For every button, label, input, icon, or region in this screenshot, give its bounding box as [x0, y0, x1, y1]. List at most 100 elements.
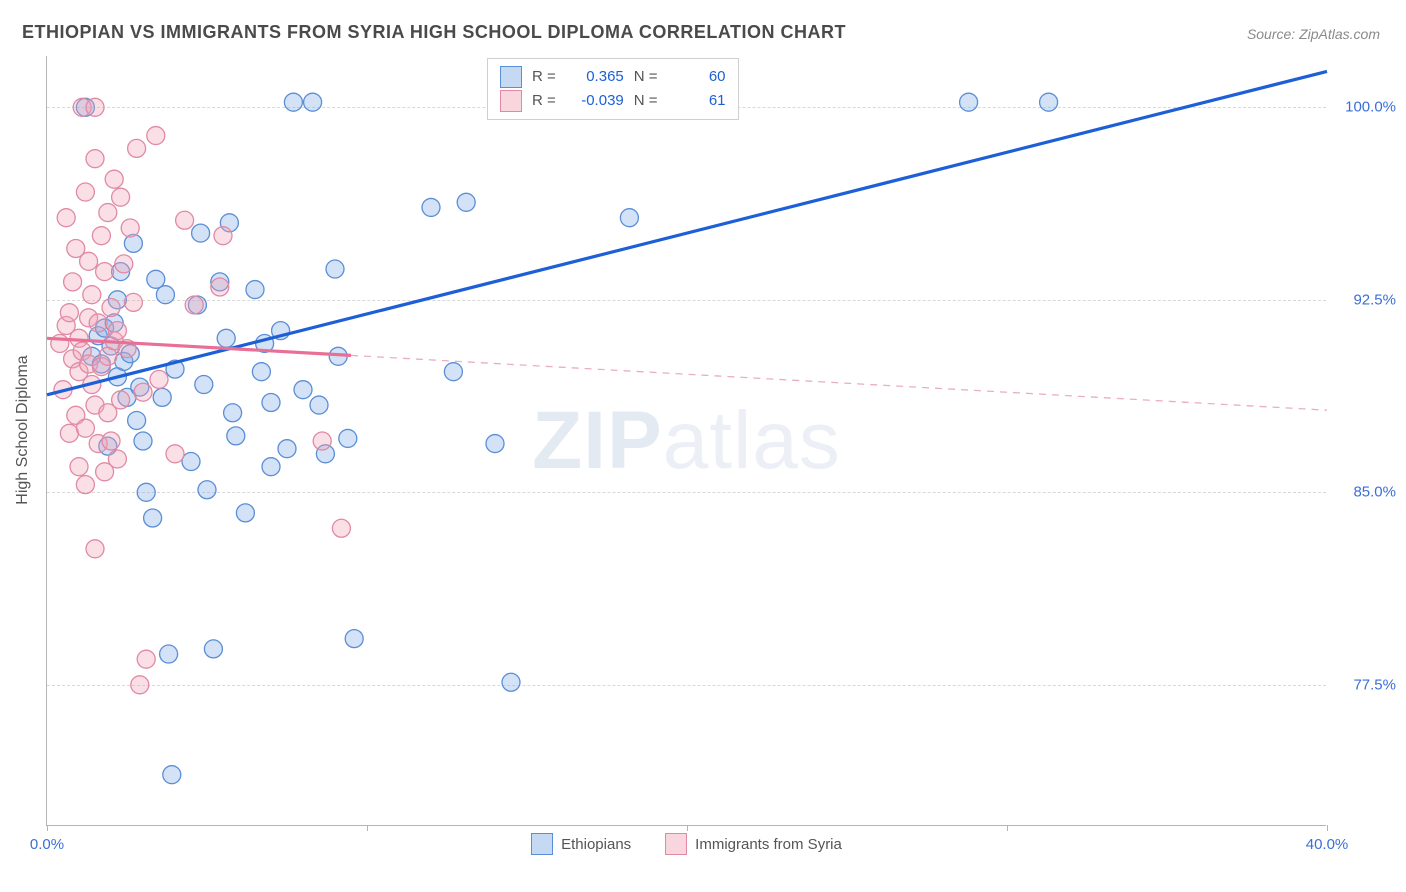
data-point	[262, 458, 280, 476]
legend-row-syria: R = -0.039 N = 61	[500, 89, 726, 113]
data-point	[422, 198, 440, 216]
y-tick-label: 100.0%	[1336, 99, 1396, 116]
data-point	[64, 273, 82, 291]
data-point	[86, 98, 104, 116]
data-point	[76, 476, 94, 494]
y-axis-label: High School Diploma	[14, 355, 32, 504]
data-point	[1040, 93, 1058, 111]
r-label: R =	[532, 65, 556, 89]
trend-line-syria-dashed	[351, 355, 1327, 410]
data-point	[80, 252, 98, 270]
swatch-blue-icon	[500, 66, 522, 88]
data-point	[134, 432, 152, 450]
data-point	[102, 299, 120, 317]
data-point	[108, 322, 126, 340]
data-point	[99, 204, 117, 222]
legend-label: Immigrants from Syria	[695, 836, 842, 853]
swatch-pink-icon	[665, 833, 687, 855]
data-point	[339, 429, 357, 447]
n-value: 61	[668, 89, 726, 113]
n-value: 60	[668, 65, 726, 89]
data-point	[294, 381, 312, 399]
data-point	[313, 432, 331, 450]
chart-container: ETHIOPIAN VS IMMIGRANTS FROM SYRIA HIGH …	[0, 0, 1406, 892]
data-point	[204, 640, 222, 658]
data-point	[89, 314, 107, 332]
legend-item-ethiopians: Ethiopians	[531, 833, 631, 855]
data-point	[128, 139, 146, 157]
source-attribution: Source: ZipAtlas.com	[1247, 26, 1380, 42]
legend-row-ethiopians: R = 0.365 N = 60	[500, 65, 726, 89]
data-point	[156, 286, 174, 304]
data-point	[102, 432, 120, 450]
x-tick-label: 0.0%	[30, 836, 64, 853]
data-point	[105, 170, 123, 188]
n-label: N =	[634, 89, 658, 113]
legend-label: Ethiopians	[561, 836, 631, 853]
r-value: 0.365	[566, 65, 624, 89]
data-point	[217, 329, 235, 347]
chart-title: ETHIOPIAN VS IMMIGRANTS FROM SYRIA HIGH …	[22, 22, 846, 43]
data-point	[214, 227, 232, 245]
x-tick-label: 40.0%	[1306, 836, 1349, 853]
plot-svg	[47, 56, 1326, 825]
data-point	[124, 293, 142, 311]
data-point	[96, 263, 114, 281]
data-point	[252, 363, 270, 381]
legend-item-syria: Immigrants from Syria	[665, 833, 842, 855]
n-label: N =	[634, 65, 658, 89]
series-legend: Ethiopians Immigrants from Syria	[47, 833, 1326, 855]
swatch-blue-icon	[531, 833, 553, 855]
data-point	[131, 676, 149, 694]
data-point	[108, 450, 126, 468]
x-tick-mark	[687, 825, 688, 831]
data-point	[198, 481, 216, 499]
data-point	[227, 427, 245, 445]
data-point	[486, 435, 504, 453]
data-point	[182, 453, 200, 471]
data-point	[160, 645, 178, 663]
data-point	[444, 363, 462, 381]
data-point	[112, 391, 130, 409]
data-point	[134, 383, 152, 401]
data-point	[70, 458, 88, 476]
data-point	[278, 440, 296, 458]
swatch-pink-icon	[500, 90, 522, 112]
r-label: R =	[532, 89, 556, 113]
y-tick-label: 85.0%	[1336, 484, 1396, 501]
data-point	[83, 286, 101, 304]
y-tick-label: 77.5%	[1336, 676, 1396, 693]
data-point	[304, 93, 322, 111]
data-point	[137, 650, 155, 668]
x-tick-mark	[1327, 825, 1328, 831]
data-point	[211, 278, 229, 296]
data-point	[284, 93, 302, 111]
data-point	[457, 193, 475, 211]
data-point	[345, 630, 363, 648]
data-point	[76, 419, 94, 437]
y-tick-label: 92.5%	[1336, 291, 1396, 308]
r-value: -0.039	[566, 89, 624, 113]
plot-area: ZIPatlas R = 0.365 N = 60 R = -0.039 N =…	[46, 56, 1326, 826]
data-point	[86, 540, 104, 558]
x-tick-mark	[367, 825, 368, 831]
data-point	[86, 150, 104, 168]
data-point	[60, 304, 78, 322]
data-point	[92, 227, 110, 245]
x-tick-mark	[1007, 825, 1008, 831]
data-point	[121, 219, 139, 237]
data-point	[262, 394, 280, 412]
data-point	[128, 411, 146, 429]
data-point	[192, 224, 210, 242]
data-point	[332, 519, 350, 537]
data-point	[246, 281, 264, 299]
data-point	[310, 396, 328, 414]
data-point	[502, 673, 520, 691]
data-point	[144, 509, 162, 527]
data-point	[236, 504, 254, 522]
data-point	[115, 255, 133, 273]
data-point	[163, 766, 181, 784]
data-point	[150, 370, 168, 388]
data-point	[960, 93, 978, 111]
data-point	[224, 404, 242, 422]
